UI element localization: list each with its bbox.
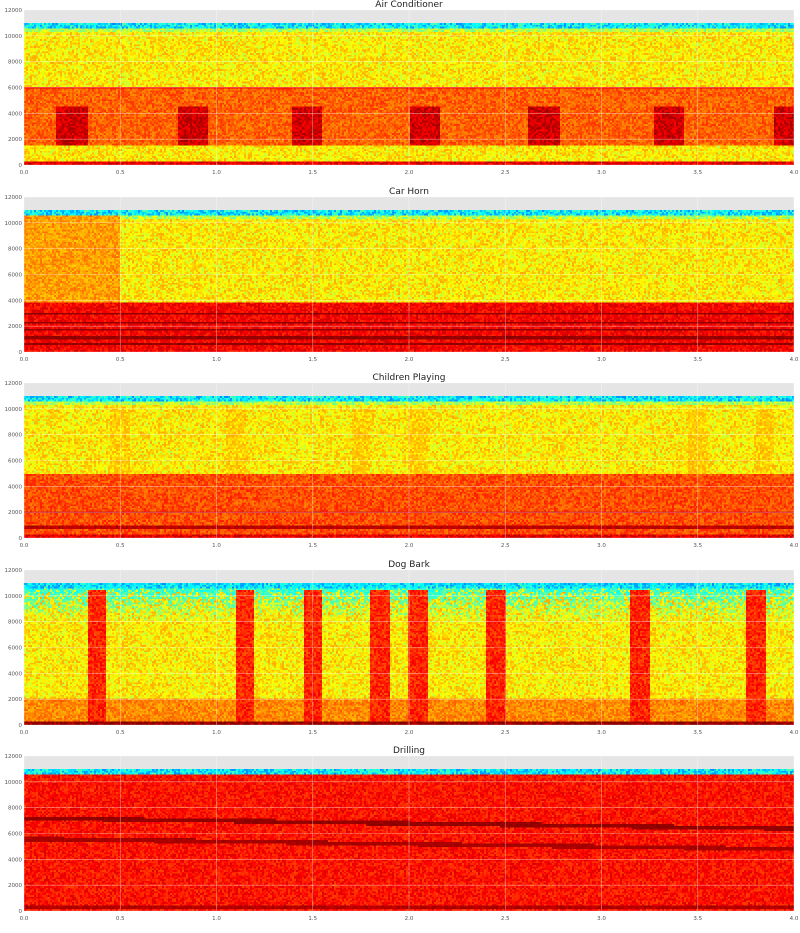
x-tick-label: 2.5 <box>501 730 510 736</box>
x-tick-label: 4.0 <box>790 170 799 176</box>
y-tick-label: 12000 <box>5 754 23 760</box>
x-tick-label: 3.0 <box>597 730 606 736</box>
y-tick-label: 12000 <box>5 568 23 574</box>
y-tick-label: 4000 <box>8 111 22 117</box>
spectrogram-panel: Dog Bark 0.0 0.5 1.0 1.5 2.0 2.5 3.0 3.5 4.0 0 2000… <box>0 560 800 747</box>
y-tick-label: 6000 <box>8 459 22 465</box>
spectrogram-plot: 0.0 0.5 1.0 1.5 2.0 2.5 3.0 3.5 4.0 0 2000 4000 6000… <box>5 754 799 922</box>
y-tick-label: 10000 <box>5 407 23 413</box>
spectrogram-plot: 0.0 0.5 1.0 1.5 2.0 2.5 3.0 3.5 4.0 0 2000 4000 6000… <box>5 195 799 363</box>
x-tick-label: 1.0 <box>212 543 221 549</box>
y-tick-label: 8000 <box>8 433 22 439</box>
x-tick-label: 0.0 <box>20 357 29 363</box>
y-tick-label: 2000 <box>8 324 22 330</box>
x-tick-label: 3.5 <box>693 916 702 922</box>
x-tick-label: 0.5 <box>116 357 125 363</box>
x-tick-label: 3.0 <box>597 357 606 363</box>
y-tick-label: 2000 <box>8 697 22 703</box>
x-tick-label: 0.5 <box>116 916 125 922</box>
x-tick-label: 2.0 <box>405 357 414 363</box>
y-tick-label: 0 <box>19 350 23 356</box>
chart-title: Drilling <box>392 746 426 756</box>
x-tick-label: 4.0 <box>790 543 799 549</box>
y-tick-label: 4000 <box>8 298 22 304</box>
x-tick-label: 4.0 <box>790 730 799 736</box>
y-tick-label: 12000 <box>5 381 23 387</box>
spectrogram-panel: Air Conditioner 0.0 0.5 1.0 1.5 2.0 2.5 3.0 3.5 4… <box>0 0 800 187</box>
x-tick-label: 2.0 <box>405 543 414 549</box>
y-tick-label: 10000 <box>5 220 23 226</box>
chart-title: Dog Bark <box>388 559 430 570</box>
x-tick-label: 1.5 <box>308 170 317 176</box>
x-tick-label: 3.5 <box>693 543 702 549</box>
x-tick-label: 3.5 <box>693 170 702 176</box>
y-tick-label: 6000 <box>8 272 22 278</box>
y-tick-label: 12000 <box>5 195 23 201</box>
y-tick-label: 4000 <box>8 671 22 677</box>
x-tick-label: 1.0 <box>212 170 221 176</box>
x-tick-label: 1.5 <box>308 730 317 736</box>
x-tick-label: 0.0 <box>20 730 29 736</box>
y-tick-label: 10000 <box>5 593 23 599</box>
x-tick-label: 0.0 <box>20 916 29 922</box>
y-tick-label: 4000 <box>8 484 22 490</box>
y-tick-label: 4000 <box>8 857 22 863</box>
spectrogram-panel: Drilling 0.0 0.5 1.0 1.5 2.0 2.5 3.0 3.5 4.0 0 2000… <box>0 746 800 933</box>
x-tick-label: 3.0 <box>597 916 606 922</box>
y-tick-label: 6000 <box>8 645 22 651</box>
x-tick-label: 1.5 <box>308 916 317 922</box>
spectrogram-plot: 0.0 0.5 1.0 1.5 2.0 2.5 3.0 3.5 4.0 0 2000 4000 6000… <box>5 381 799 549</box>
y-tick-label: 2000 <box>8 137 22 143</box>
y-tick-label: 8000 <box>8 806 22 812</box>
y-tick-label: 0 <box>19 723 23 729</box>
x-tick-label: 1.0 <box>212 916 221 922</box>
x-tick-label: 1.0 <box>212 730 221 736</box>
y-tick-label: 8000 <box>8 60 22 66</box>
x-tick-label: 0.0 <box>20 543 29 549</box>
x-tick-label: 3.5 <box>693 357 702 363</box>
y-tick-label: 12000 <box>5 8 23 14</box>
spectrogram-plot: 0.0 0.5 1.0 1.5 2.0 2.5 3.0 3.5 4.0 0 2000 4000 6000… <box>5 8 799 176</box>
x-tick-label: 0.5 <box>116 543 125 549</box>
chart-title: Children Playing <box>372 373 446 383</box>
y-tick-label: 6000 <box>8 832 22 838</box>
spectrogram-panel: Car Horn 0.0 0.5 1.0 1.5 2.0 2.5 3.0 3.5 4.0 0 2000… <box>0 187 800 374</box>
x-tick-label: 0.5 <box>116 730 125 736</box>
y-tick-label: 6000 <box>8 86 22 92</box>
y-tick-label: 2000 <box>8 883 22 889</box>
x-tick-label: 1.5 <box>308 357 317 363</box>
y-tick-label: 10000 <box>5 34 23 40</box>
x-tick-label: 0.0 <box>20 170 29 176</box>
x-tick-label: 2.0 <box>405 730 414 736</box>
x-tick-label: 2.5 <box>501 357 510 363</box>
x-tick-label: 2.0 <box>405 916 414 922</box>
x-tick-label: 0.5 <box>116 170 125 176</box>
x-tick-label: 1.0 <box>212 357 221 363</box>
y-tick-label: 10000 <box>5 780 23 786</box>
y-tick-label: 2000 <box>8 510 22 516</box>
x-tick-label: 2.5 <box>501 543 510 549</box>
x-tick-label: 3.0 <box>597 170 606 176</box>
y-tick-label: 8000 <box>8 246 22 252</box>
x-tick-label: 2.0 <box>405 170 414 176</box>
spectrogram-panel: Children Playing 0.0 0.5 1.0 1.5 2.0 2.5 3.0 3.5… <box>0 373 800 560</box>
y-tick-label: 0 <box>19 163 23 169</box>
x-tick-label: 1.5 <box>308 543 317 549</box>
chart-title: Air Conditioner <box>375 0 443 10</box>
spectrogram-plot: 0.0 0.5 1.0 1.5 2.0 2.5 3.0 3.5 4.0 0 2000 4000 6000… <box>5 568 799 736</box>
x-tick-label: 2.5 <box>501 170 510 176</box>
x-tick-label: 4.0 <box>790 916 799 922</box>
y-tick-label: 0 <box>19 536 23 542</box>
x-tick-label: 4.0 <box>790 357 799 363</box>
x-tick-label: 3.5 <box>693 730 702 736</box>
y-tick-label: 8000 <box>8 619 22 625</box>
chart-title: Car Horn <box>389 186 429 197</box>
x-tick-label: 3.0 <box>597 543 606 549</box>
y-tick-label: 0 <box>19 909 23 915</box>
x-tick-label: 2.5 <box>501 916 510 922</box>
